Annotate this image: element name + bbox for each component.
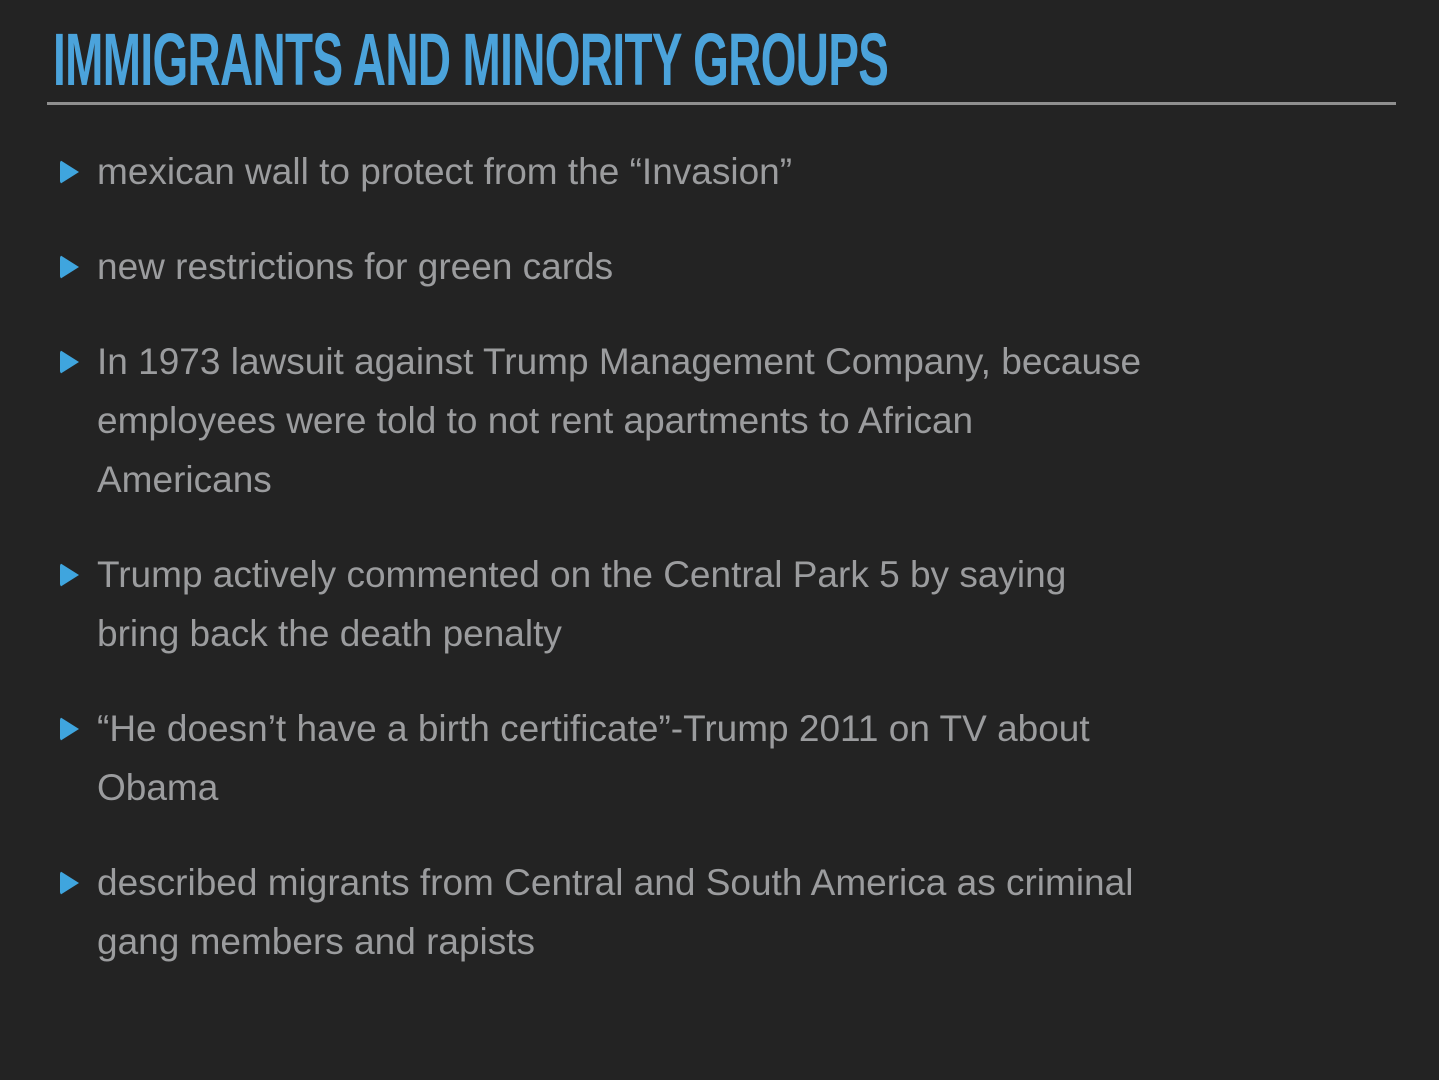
bullet-text: mexican wall to protect from the “Invasi… (97, 142, 792, 201)
bullet-line: In 1973 lawsuit against Trump Management… (97, 341, 1142, 382)
bullet-list: mexican wall to protect from the “Invasi… (60, 142, 1384, 1007)
bullet-item: “He doesn’t have a birth certificate”-Tr… (60, 699, 1384, 817)
bullet-line: Trump actively commented on the Central … (97, 554, 1067, 595)
bullet-line: gang members and rapists (97, 921, 536, 962)
triangle-right-icon (60, 255, 79, 279)
bullet-text: Trump actively commented on the Central … (97, 545, 1066, 663)
bullet-line: described migrants from Central and Sout… (97, 862, 1134, 903)
bullet-text: In 1973 lawsuit against Trump Management… (97, 332, 1141, 509)
bullet-text: new restrictions for green cards (97, 237, 613, 296)
triangle-right-icon (60, 563, 79, 587)
title-underline (47, 102, 1396, 105)
bullet-line: new restrictions for green cards (97, 246, 614, 287)
bullet-item: In 1973 lawsuit against Trump Management… (60, 332, 1384, 509)
bullet-line: Obama (97, 767, 219, 808)
bullet-line: “He doesn’t have a birth certificate”-Tr… (97, 708, 1090, 749)
bullet-line: bring back the death penalty (97, 613, 562, 654)
triangle-right-icon (60, 160, 79, 184)
triangle-right-icon (60, 871, 79, 895)
bullet-item: new restrictions for green cards (60, 237, 1384, 296)
triangle-right-icon (60, 350, 79, 374)
bullet-line: mexican wall to protect from the “Invasi… (97, 151, 793, 192)
bullet-item: mexican wall to protect from the “Invasi… (60, 142, 1384, 201)
bullet-item: Trump actively commented on the Central … (60, 545, 1384, 663)
bullet-line: employees were told to not rent apartmen… (97, 400, 974, 441)
bullet-text: “He doesn’t have a birth certificate”-Tr… (97, 699, 1090, 817)
bullet-text: described migrants from Central and Sout… (97, 853, 1133, 971)
triangle-right-icon (60, 717, 79, 741)
bullet-item: described migrants from Central and Sout… (60, 853, 1384, 971)
page-title: IMMIGRANTS AND MINORITY GROUPS (53, 18, 889, 101)
bullet-line: Americans (97, 459, 272, 500)
